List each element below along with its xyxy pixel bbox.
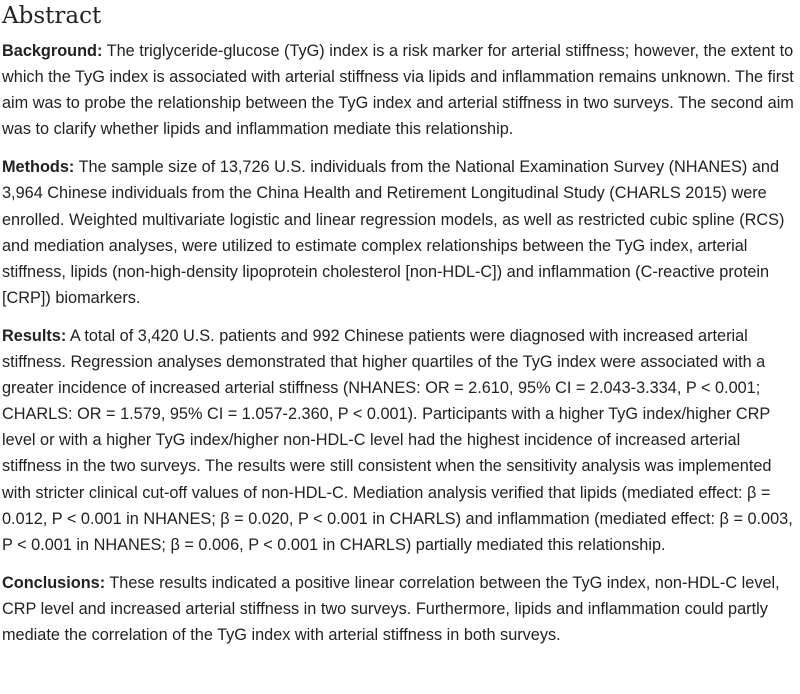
abstract-heading: Abstract: [2, 3, 102, 29]
results-text: A total of 3,420 U.S. patients and 992 C…: [2, 326, 793, 554]
conclusions-text: These results indicated a positive linea…: [2, 573, 780, 644]
methods-paragraph: Methods: The sample size of 13,726 U.S. …: [2, 154, 794, 311]
results-label: Results:: [2, 326, 67, 345]
background-label: Background:: [2, 42, 103, 60]
background-paragraph: Background: The triglyceride-glucose (Ty…: [2, 38, 794, 142]
background-text: The triglyceride-glucose (TyG) index is …: [2, 42, 794, 139]
methods-text: The sample size of 13,726 U.S. individua…: [2, 158, 785, 307]
methods-label: Methods:: [2, 158, 75, 177]
conclusions-label: Conclusions:: [2, 573, 106, 592]
conclusions-paragraph: Conclusions: These results indicated a p…: [2, 570, 794, 648]
results-paragraph: Results: A total of 3,420 U.S. patients …: [2, 323, 794, 558]
